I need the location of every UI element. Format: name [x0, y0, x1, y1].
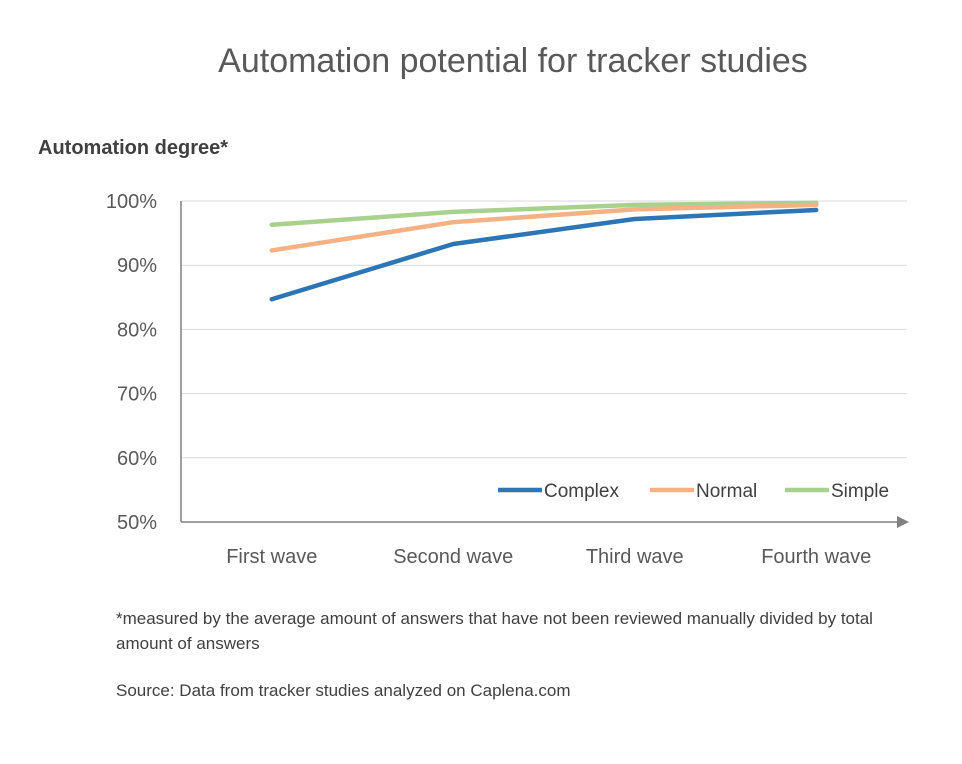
- legend-label: Normal: [696, 481, 757, 502]
- series-line-normal: [269, 202, 819, 253]
- y-tick-label: 50%: [117, 512, 157, 534]
- legend-label: Simple: [831, 481, 889, 502]
- source-note: Source: Data from tracker studies analyz…: [116, 681, 571, 700]
- y-tick-label: 70%: [117, 384, 157, 406]
- series-line-simple: [269, 200, 819, 228]
- legend: Complex Normal Simple: [498, 481, 889, 502]
- y-tick-label: 100%: [106, 191, 157, 213]
- footnote: *measured by the average amount of answe…: [116, 609, 873, 653]
- line-chart: 50% 60% 70% 80% 90% 100% First wave Second wav…: [106, 191, 909, 568]
- x-tick-label: Fourth wave: [761, 546, 871, 568]
- series-lines: [269, 200, 819, 302]
- y-axis-label: Automation degree*: [38, 137, 229, 159]
- y-tick-labels: 50% 60% 70% 80% 90% 100%: [106, 191, 157, 534]
- y-tick-label: 80%: [117, 319, 157, 341]
- x-axis-arrow-icon: [897, 516, 909, 528]
- x-tick-label: Second wave: [393, 546, 513, 568]
- x-tick-labels: First wave Second wave Third wave Fourth wa…: [226, 546, 871, 568]
- x-tick-label: First wave: [226, 546, 317, 568]
- axes: [180, 201, 909, 528]
- legend-label: Complex: [544, 481, 619, 502]
- y-tick-label: 90%: [117, 255, 157, 277]
- y-tick-label: 60%: [117, 448, 157, 470]
- series-line-complex: [269, 207, 819, 302]
- gridlines: [181, 200, 907, 459]
- x-tick-label: Third wave: [586, 546, 684, 568]
- chart-title: Automation potential for tracker studies: [218, 42, 808, 80]
